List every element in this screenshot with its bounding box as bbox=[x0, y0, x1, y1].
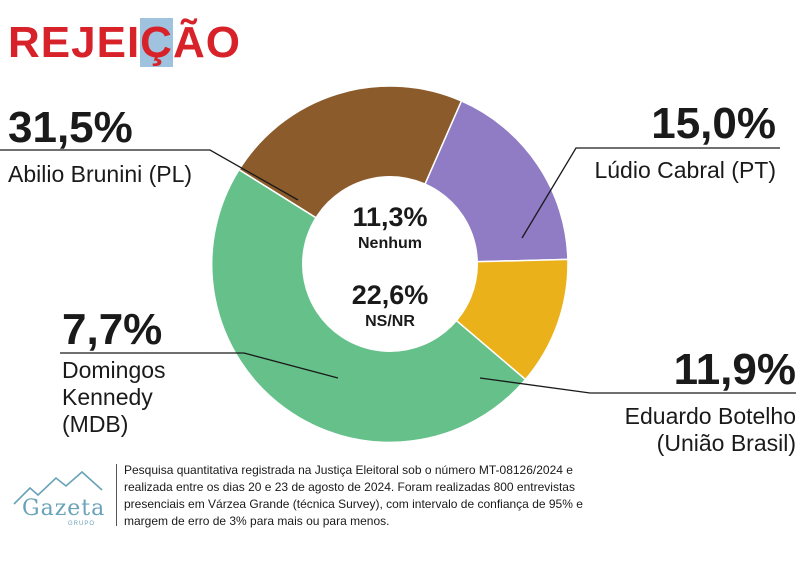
methodology-note: Pesquisa quantitativa registrada na Just… bbox=[124, 463, 583, 528]
leader-line-3 bbox=[60, 352, 339, 379]
slice-pct-label-2: 11,9% bbox=[674, 345, 796, 394]
center-pct-label-0: 11,3% bbox=[352, 202, 427, 232]
leader-line-1 bbox=[521, 147, 780, 239]
logo-text: Gazeta bbox=[22, 496, 106, 521]
center-labels: 11,3% Nenhum 22,6% NS/NR bbox=[352, 202, 429, 330]
slice-name-label-3-1: Kennedy bbox=[62, 384, 153, 410]
logo-subtext: GRUPO bbox=[68, 521, 96, 527]
slice-pct-label-3: 7,7% bbox=[62, 305, 162, 354]
leader-lines bbox=[0, 147, 796, 394]
footer: Gazeta GRUPO Pesquisa quantitativa regis… bbox=[0, 460, 800, 530]
title-part-highlight: Ç bbox=[140, 18, 173, 67]
donut-chart: 31,5% Abilio Brunini (PL) 15,0% Lúdio Cabra… bbox=[0, 85, 796, 456]
slice-name-label-3-0: Domingos bbox=[62, 357, 166, 383]
title-part-a: REJEI bbox=[8, 18, 141, 67]
slice-pct-label-1: 15,0% bbox=[651, 99, 776, 148]
donut-hole bbox=[302, 176, 478, 352]
center-name-label-0: Nenhum bbox=[358, 235, 422, 252]
slice-name-label-3-2: (MDB) bbox=[62, 411, 128, 437]
slice-pct-label-0: 31,5% bbox=[8, 103, 133, 152]
slice-labels: 31,5% Abilio Brunini (PL) 15,0% Lúdio Cabra… bbox=[8, 99, 796, 456]
slice-name-label-0-0: Abilio Brunini (PL) bbox=[8, 161, 192, 187]
slice-name-label-2-1: (União Brasil) bbox=[657, 430, 796, 456]
leader-line-0 bbox=[0, 149, 299, 201]
chart-title: REJEIÇÃO bbox=[8, 18, 241, 68]
center-name-label-1: NS/NR bbox=[365, 313, 415, 330]
slice-name-label-2-0: Eduardo Botelho bbox=[625, 403, 796, 429]
leader-line-2 bbox=[479, 377, 796, 394]
gazeta-logo: Gazeta GRUPO bbox=[8, 468, 108, 527]
logo-chart-icon bbox=[13, 470, 103, 505]
slice-name-label-1-0: Lúdio Cabral (PT) bbox=[594, 157, 776, 183]
footer-divider bbox=[116, 464, 117, 526]
title-part-c: ÃO bbox=[172, 18, 241, 67]
center-pct-label-1: 22,6% bbox=[352, 280, 429, 310]
